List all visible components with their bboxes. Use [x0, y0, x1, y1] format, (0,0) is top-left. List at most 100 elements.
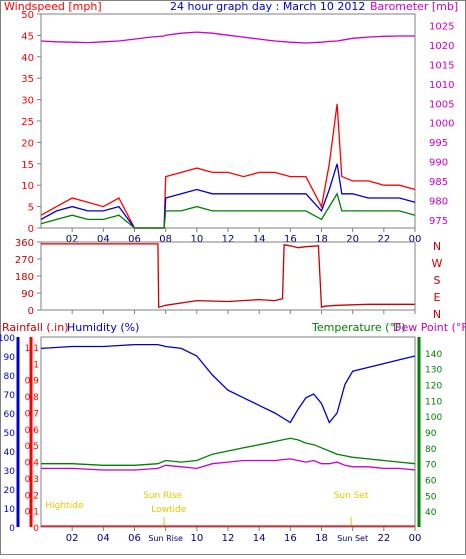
humidity-tick-label: 30: [4, 467, 16, 477]
rainfall-tick-label: 0.4: [25, 459, 40, 469]
rainfall-tick-label: 0.7: [25, 409, 39, 419]
windspeed-axis-title: Windspeed [mph]: [4, 0, 102, 13]
windspeed-tick-label: 50: [21, 10, 34, 21]
temperature-tick-label: 50: [425, 492, 437, 502]
direction-tick-label: 90: [21, 289, 34, 300]
wind-x-tick-label: 16: [284, 234, 297, 245]
wind-x-tick-label: 22: [377, 234, 390, 245]
barometer-axis-title: Barometer [mb]: [370, 0, 458, 13]
barometer-tick-label: 1020: [429, 41, 454, 52]
humidity-tick-label: 80: [4, 372, 16, 382]
barometer-tick-label: 1025: [429, 21, 454, 32]
windspeed-tick-label: 40: [21, 53, 34, 64]
dewpoint-axis-title: Dew Point (°F): [393, 321, 466, 334]
barometer-tick-label: 1010: [429, 80, 454, 91]
windspeed-tick-label: 35: [21, 74, 34, 85]
humidity-x-tick-label: Sun Set: [337, 534, 368, 543]
windspeed-tick-label: 15: [21, 160, 34, 171]
humidity-x-tick-label: 22: [377, 533, 390, 544]
humidity-x-tick-label: 10: [190, 533, 203, 544]
windspeed-tick-label: 5: [28, 203, 34, 214]
humidity-tick-label: 10: [4, 505, 16, 515]
humidity-tick-label: 40: [4, 448, 16, 458]
wind-x-tick-label: 14: [253, 234, 266, 245]
wind-x-tick-label: 20: [346, 234, 359, 245]
series-direction-line: [41, 243, 415, 309]
wind-x-tick-label: 10: [190, 234, 203, 245]
wind-x-tick-label: 06: [128, 234, 141, 245]
compass-label: N: [433, 240, 441, 253]
humidity-tick-label: 50: [4, 429, 16, 439]
humidity-x-tick-label: Sun Rise: [148, 534, 183, 543]
humidity-plot-area: [40, 336, 416, 528]
rainfall-tick-label: 1.1: [25, 344, 39, 354]
compass-label: S: [434, 274, 441, 287]
annotation-sunset: Sun Set: [334, 491, 369, 501]
barometer-tick-label: 980: [429, 197, 448, 208]
windspeed-tick-label: 45: [21, 31, 34, 42]
rainfall-tick-label: 0.6: [25, 426, 40, 436]
temperature-tick-label: 90: [425, 429, 437, 439]
series-low-line: [40, 192, 416, 229]
humidity-x-tick-label: 00: [409, 533, 422, 544]
temperature-tick-label: 70: [425, 461, 437, 471]
humidity-x-tick-label: 06: [128, 533, 141, 544]
series-barometer-line: [40, 31, 415, 44]
rainfall-tick-label: 0.3: [25, 475, 39, 485]
humidity-x-tick-label: 12: [222, 533, 235, 544]
windspeed-tick-label: 25: [21, 117, 34, 128]
barometer-tick-label: 990: [429, 158, 448, 169]
series-humidity-line: [40, 343, 416, 424]
temperature-tick-label: 100: [425, 413, 442, 423]
series-temperature-line: [41, 437, 416, 466]
series-speed-line: [40, 163, 416, 229]
wind-x-tick-label: 02: [66, 234, 79, 245]
temperature-axis-title: Temperature (°F): [311, 321, 406, 334]
chart-title: 24 hour graph day : March 10 2012: [170, 0, 365, 13]
compass-label: W: [432, 257, 443, 270]
rainfall-tick-label: 1: [33, 360, 39, 370]
humidity-x-tick-label: 04: [97, 533, 110, 544]
direction-tick-label: 0: [28, 306, 34, 317]
barometer-tick-label: 995: [429, 138, 448, 149]
humidity-tick-label: 90: [4, 353, 16, 363]
humidity-x-tick-label: 14: [253, 533, 266, 544]
humidity-tick-label: 70: [4, 391, 16, 401]
temperature-tick-label: 140: [425, 350, 442, 360]
humidity-axis-title: Humidity (%): [67, 321, 139, 334]
rainfall-tick-label: 0.2: [25, 491, 39, 501]
temperature-tick-label: 110: [425, 397, 442, 407]
series-dewpoint-line: [41, 458, 416, 471]
wind-x-tick-label: 00: [409, 234, 422, 245]
humidity-tick-label: 0: [9, 524, 15, 534]
wind-x-tick-label: 08: [159, 234, 172, 245]
barometer-tick-label: 985: [429, 177, 448, 188]
temperature-tick-label: 130: [425, 366, 442, 376]
rainfall-tick-label: 0.9: [25, 377, 40, 387]
direction-tick-label: 270: [15, 255, 34, 266]
wind-x-tick-label: 18: [315, 234, 328, 245]
barometer-tick-label: 1000: [429, 119, 454, 130]
direction-plot-area: [40, 241, 416, 311]
temperature-tick-label: 80: [425, 445, 437, 455]
annotation-sunrise: Sun Rise: [143, 491, 182, 501]
windspeed-tick-label: 0: [28, 224, 34, 235]
humidity-temp-panel: 010203040506070809010000.10.20.30.40.50.…: [0, 334, 442, 544]
barometer-tick-label: 1005: [429, 99, 454, 110]
annotation-lowtide: Lowtide: [151, 505, 186, 515]
windspeed-tick-label: 10: [21, 181, 34, 192]
rainfall-axis-title: Rainfall (.in): [2, 321, 69, 334]
humidity-x-tick-label: 02: [66, 533, 79, 544]
windspeed-tick-label: 20: [21, 138, 34, 149]
barometer-tick-label: 1015: [429, 60, 454, 71]
series-gust-line: [40, 103, 416, 229]
compass-label: N: [433, 308, 441, 321]
barometer-tick-label: 975: [429, 216, 448, 227]
rainfall-tick-label: 0.8: [25, 393, 40, 403]
humidity-tick-label: 100: [0, 334, 15, 344]
wind-x-tick-label: 04: [97, 234, 110, 245]
temperature-tick-label: 60: [425, 477, 437, 487]
direction-tick-label: 360: [15, 238, 34, 249]
